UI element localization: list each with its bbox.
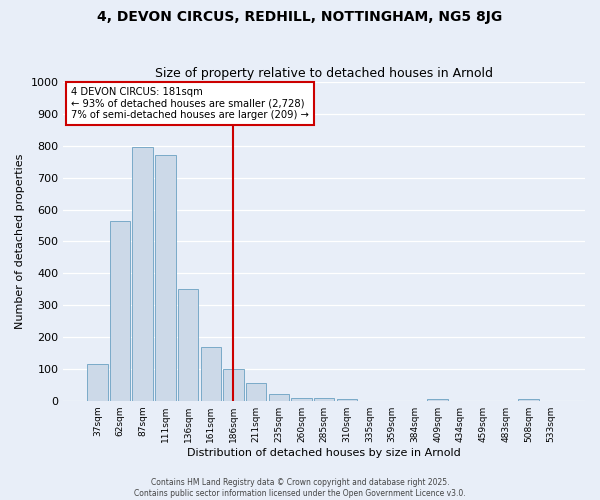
Bar	[314, 398, 334, 400]
Bar	[246, 383, 266, 400]
Text: 4 DEVON CIRCUS: 181sqm
← 93% of detached houses are smaller (2,728)
7% of semi-d: 4 DEVON CIRCUS: 181sqm ← 93% of detached…	[71, 87, 309, 120]
Bar	[133, 148, 153, 400]
Bar	[155, 156, 176, 400]
Bar	[337, 399, 357, 400]
Title: Size of property relative to detached houses in Arnold: Size of property relative to detached ho…	[155, 66, 493, 80]
Text: Contains HM Land Registry data © Crown copyright and database right 2025.
Contai: Contains HM Land Registry data © Crown c…	[134, 478, 466, 498]
Bar	[223, 369, 244, 400]
Bar	[200, 346, 221, 401]
Y-axis label: Number of detached properties: Number of detached properties	[15, 154, 25, 329]
Bar	[87, 364, 107, 401]
X-axis label: Distribution of detached houses by size in Arnold: Distribution of detached houses by size …	[187, 448, 461, 458]
Bar	[518, 399, 539, 400]
Bar	[269, 394, 289, 400]
Bar	[178, 289, 198, 401]
Bar	[427, 399, 448, 400]
Bar	[110, 220, 130, 400]
Bar	[292, 398, 312, 400]
Text: 4, DEVON CIRCUS, REDHILL, NOTTINGHAM, NG5 8JG: 4, DEVON CIRCUS, REDHILL, NOTTINGHAM, NG…	[97, 10, 503, 24]
